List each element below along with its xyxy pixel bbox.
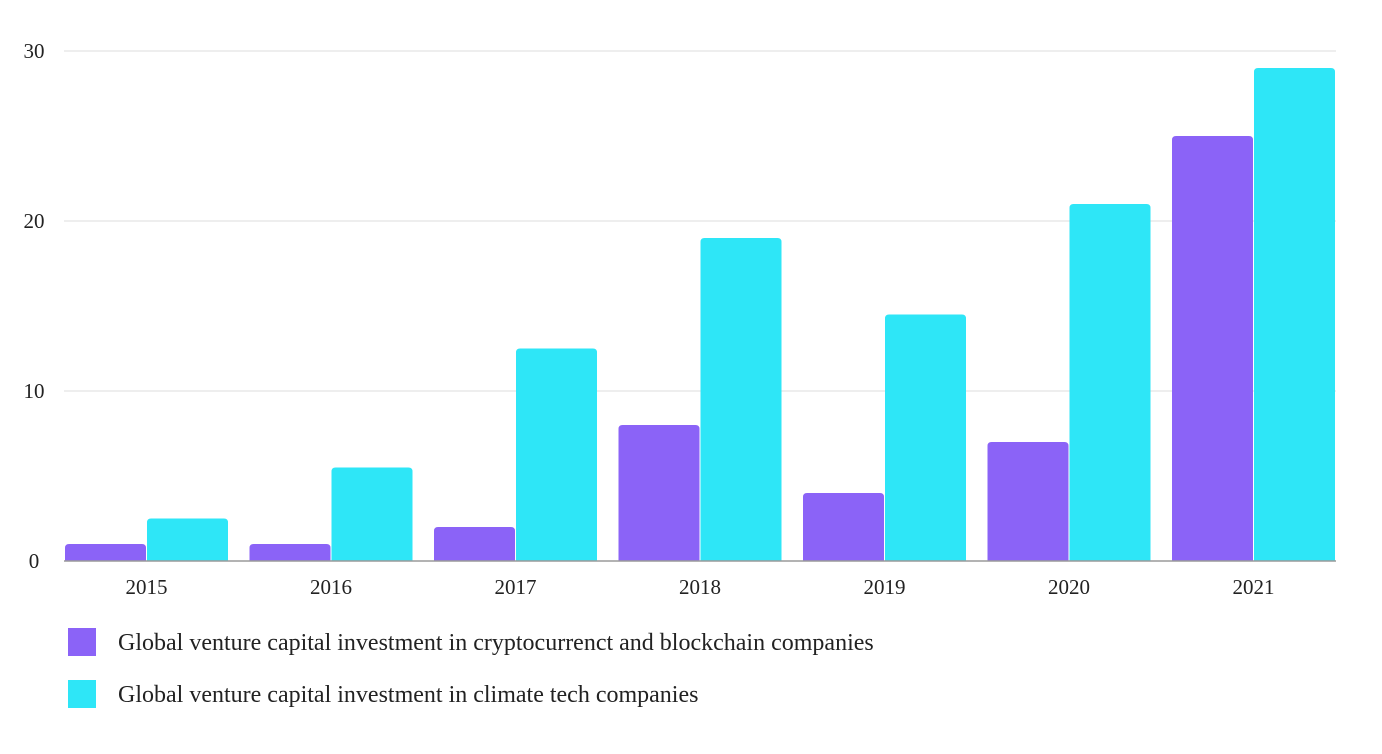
legend: Global venture capital investment in cry… bbox=[68, 628, 874, 708]
x-tick-label: 2020 bbox=[1048, 575, 1090, 599]
bars bbox=[65, 68, 1335, 561]
y-tick-label: 30 bbox=[24, 39, 45, 63]
climate-bar-2015 bbox=[147, 518, 228, 561]
x-tick-label: 2018 bbox=[679, 575, 721, 599]
climate-bar-2021 bbox=[1254, 68, 1335, 561]
legend-label: Global venture capital investment in cry… bbox=[118, 630, 874, 656]
x-tick-label: 2021 bbox=[1233, 575, 1275, 599]
climate-bar-2020 bbox=[1069, 204, 1151, 561]
climate-bar-2016 bbox=[331, 467, 413, 561]
climate-bar-2017 bbox=[516, 348, 597, 561]
crypto-bar-2018 bbox=[618, 425, 700, 561]
crypto-bar-2017 bbox=[434, 527, 515, 561]
x-tick-label: 2016 bbox=[310, 575, 352, 599]
legend-swatch bbox=[68, 680, 96, 708]
legend-swatch bbox=[68, 628, 96, 656]
legend-label: Global venture capital investment in cli… bbox=[118, 682, 698, 708]
climate-bar-2018 bbox=[700, 238, 782, 561]
crypto-bar-2019 bbox=[803, 493, 884, 561]
climate-bar-2019 bbox=[885, 314, 966, 561]
y-axis-ticks: 0 10 20 30 bbox=[24, 39, 45, 573]
crypto-bar-2016 bbox=[249, 544, 331, 561]
y-tick-label: 20 bbox=[24, 209, 45, 233]
y-tick-label: 10 bbox=[24, 379, 45, 403]
crypto-bar-2015 bbox=[65, 544, 146, 561]
y-tick-label: 0 bbox=[29, 549, 40, 573]
x-axis-ticks: 2015 2016 2017 2018 2019 2020 2021 bbox=[126, 575, 1275, 599]
x-tick-label: 2015 bbox=[126, 575, 168, 599]
crypto-bar-2021 bbox=[1172, 136, 1253, 561]
x-tick-label: 2019 bbox=[864, 575, 906, 599]
crypto-bar-2020 bbox=[987, 442, 1069, 561]
x-tick-label: 2017 bbox=[495, 575, 537, 599]
